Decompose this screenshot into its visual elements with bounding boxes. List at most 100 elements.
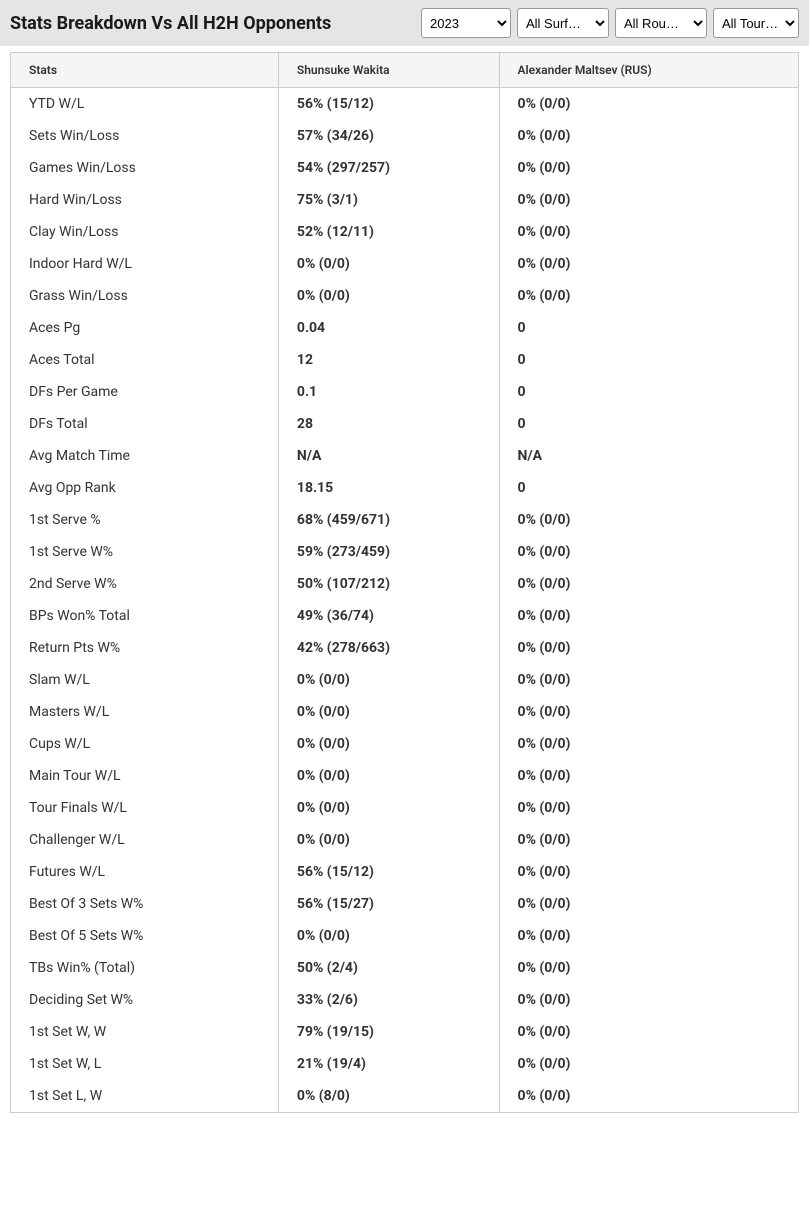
player1-value: 18.15 <box>278 472 499 504</box>
stat-label: 1st Set L, W <box>11 1080 279 1113</box>
table-row: 2nd Serve W%50% (107/212)0% (0/0) <box>11 568 799 600</box>
player2-value: 0% (0/0) <box>499 952 798 984</box>
player1-value: 56% (15/12) <box>278 88 499 121</box>
player1-value: 42% (278/663) <box>278 632 499 664</box>
player1-value: 56% (15/12) <box>278 856 499 888</box>
player1-value: 0% (0/0) <box>278 792 499 824</box>
player2-value: 0 <box>499 344 798 376</box>
player2-value: 0 <box>499 408 798 440</box>
table-row: Avg Match TimeN/AN/A <box>11 440 799 472</box>
player1-value: 75% (3/1) <box>278 184 499 216</box>
table-row: 1st Set W, W79% (19/15)0% (0/0) <box>11 1016 799 1048</box>
player2-value: 0% (0/0) <box>499 1048 798 1080</box>
player1-value: 56% (15/27) <box>278 888 499 920</box>
player1-value: 0% (0/0) <box>278 920 499 952</box>
player2-value: 0% (0/0) <box>499 760 798 792</box>
player1-value: N/A <box>278 440 499 472</box>
player2-value: 0% (0/0) <box>499 664 798 696</box>
table-row: Grass Win/Loss0% (0/0)0% (0/0) <box>11 280 799 312</box>
player2-value: 0% (0/0) <box>499 824 798 856</box>
player1-value: 0% (0/0) <box>278 248 499 280</box>
stat-label: BPs Won% Total <box>11 600 279 632</box>
year-filter[interactable]: 2023 <box>421 8 511 38</box>
stat-label: 1st Serve % <box>11 504 279 536</box>
player2-value: 0% (0/0) <box>499 216 798 248</box>
table-row: DFs Total280 <box>11 408 799 440</box>
col-header-player2: Alexander Maltsev (RUS) <box>499 53 798 88</box>
player1-value: 59% (273/459) <box>278 536 499 568</box>
player2-value: 0% (0/0) <box>499 600 798 632</box>
table-row: Avg Opp Rank18.150 <box>11 472 799 504</box>
player1-value: 52% (12/11) <box>278 216 499 248</box>
player1-value: 0.04 <box>278 312 499 344</box>
player1-value: 0% (0/0) <box>278 824 499 856</box>
table-row: Main Tour W/L0% (0/0)0% (0/0) <box>11 760 799 792</box>
player2-value: 0% (0/0) <box>499 856 798 888</box>
player1-value: 79% (19/15) <box>278 1016 499 1048</box>
table-row: Tour Finals W/L0% (0/0)0% (0/0) <box>11 792 799 824</box>
player1-value: 68% (459/671) <box>278 504 499 536</box>
player1-value: 0.1 <box>278 376 499 408</box>
table-row: Hard Win/Loss75% (3/1)0% (0/0) <box>11 184 799 216</box>
player2-value: 0 <box>499 472 798 504</box>
player1-value: 57% (34/26) <box>278 120 499 152</box>
table-row: 1st Set L, W0% (8/0)0% (0/0) <box>11 1080 799 1113</box>
table-row: TBs Win% (Total)50% (2/4)0% (0/0) <box>11 952 799 984</box>
stat-label: Aces Total <box>11 344 279 376</box>
stat-label: DFs Total <box>11 408 279 440</box>
stat-label: Futures W/L <box>11 856 279 888</box>
table-row: 1st Set W, L21% (19/4)0% (0/0) <box>11 1048 799 1080</box>
round-filter[interactable]: All Rou… <box>615 8 707 38</box>
table-row: Best Of 3 Sets W%56% (15/27)0% (0/0) <box>11 888 799 920</box>
player1-value: 0% (0/0) <box>278 696 499 728</box>
table-row: Masters W/L0% (0/0)0% (0/0) <box>11 696 799 728</box>
stat-label: Indoor Hard W/L <box>11 248 279 280</box>
table-row: Aces Total120 <box>11 344 799 376</box>
stat-label: Hard Win/Loss <box>11 184 279 216</box>
table-row: Futures W/L56% (15/12)0% (0/0) <box>11 856 799 888</box>
player2-value: 0% (0/0) <box>499 248 798 280</box>
player2-value: 0% (0/0) <box>499 568 798 600</box>
player2-value: 0% (0/0) <box>499 504 798 536</box>
player2-value: 0% (0/0) <box>499 536 798 568</box>
stat-label: Deciding Set W% <box>11 984 279 1016</box>
player1-value: 28 <box>278 408 499 440</box>
table-row: 1st Serve W%59% (273/459)0% (0/0) <box>11 536 799 568</box>
table-row: Indoor Hard W/L0% (0/0)0% (0/0) <box>11 248 799 280</box>
stat-label: Masters W/L <box>11 696 279 728</box>
player1-value: 0% (0/0) <box>278 728 499 760</box>
surface-filter[interactable]: All Surf… <box>517 8 609 38</box>
player2-value: 0 <box>499 376 798 408</box>
player1-value: 21% (19/4) <box>278 1048 499 1080</box>
col-header-player1: Shunsuke Wakita <box>278 53 499 88</box>
stat-label: YTD W/L <box>11 88 279 121</box>
player1-value: 12 <box>278 344 499 376</box>
player1-value: 0% (8/0) <box>278 1080 499 1113</box>
stat-label: Clay Win/Loss <box>11 216 279 248</box>
table-row: BPs Won% Total49% (36/74)0% (0/0) <box>11 600 799 632</box>
stat-label: 1st Set W, W <box>11 1016 279 1048</box>
stat-label: Games Win/Loss <box>11 152 279 184</box>
stat-label: Avg Opp Rank <box>11 472 279 504</box>
player1-value: 0% (0/0) <box>278 664 499 696</box>
player2-value: 0 <box>499 312 798 344</box>
stat-label: Best Of 5 Sets W% <box>11 920 279 952</box>
tour-filter[interactable]: All Tour… <box>713 8 799 38</box>
player2-value: 0% (0/0) <box>499 696 798 728</box>
player2-value: 0% (0/0) <box>499 1016 798 1048</box>
table-row: Sets Win/Loss57% (34/26)0% (0/0) <box>11 120 799 152</box>
player1-value: 54% (297/257) <box>278 152 499 184</box>
table-row: Best Of 5 Sets W%0% (0/0)0% (0/0) <box>11 920 799 952</box>
player2-value: N/A <box>499 440 798 472</box>
table-header-row: Stats Shunsuke Wakita Alexander Maltsev … <box>11 53 799 88</box>
player2-value: 0% (0/0) <box>499 1080 798 1113</box>
player2-value: 0% (0/0) <box>499 280 798 312</box>
stat-label: Avg Match Time <box>11 440 279 472</box>
table-row: Return Pts W%42% (278/663)0% (0/0) <box>11 632 799 664</box>
table-row: Deciding Set W%33% (2/6)0% (0/0) <box>11 984 799 1016</box>
stat-label: Challenger W/L <box>11 824 279 856</box>
stats-table: Stats Shunsuke Wakita Alexander Maltsev … <box>10 52 799 1113</box>
player1-value: 49% (36/74) <box>278 600 499 632</box>
filter-header: Stats Breakdown Vs All H2H Opponents 202… <box>0 0 809 46</box>
player2-value: 0% (0/0) <box>499 728 798 760</box>
